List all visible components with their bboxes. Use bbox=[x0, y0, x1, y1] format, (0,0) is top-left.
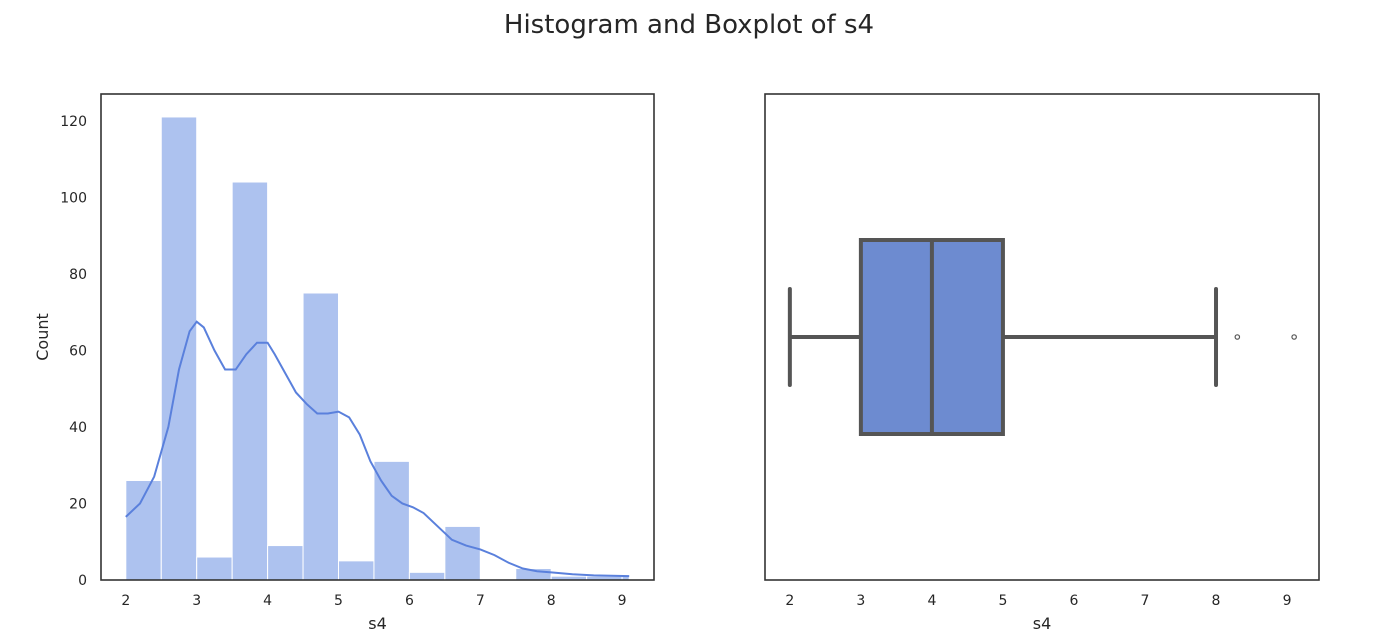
histogram-y-tick-label: 60 bbox=[69, 343, 87, 359]
histogram-bar bbox=[231, 181, 269, 581]
histogram-bar bbox=[196, 556, 233, 581]
boxplot-x-label: s4 bbox=[1033, 614, 1052, 633]
histogram-bar bbox=[444, 525, 481, 581]
histogram-y-label: Count bbox=[33, 313, 52, 361]
boxplot-panel: 2 3 4 5 6 7 8 9 s4 bbox=[764, 93, 1320, 633]
histogram-x-tick-label: 2 bbox=[121, 593, 130, 609]
histogram-frame bbox=[100, 93, 655, 581]
figure-title: Histogram and Boxplot of s4 bbox=[504, 10, 874, 40]
histogram-x-tick-label: 4 bbox=[263, 593, 272, 609]
histogram-x-tick-label: 8 bbox=[547, 593, 556, 609]
histogram-y-tick-label: 40 bbox=[69, 420, 87, 436]
histogram-x-ticks: 2 3 4 5 6 7 8 9 bbox=[121, 593, 626, 609]
histogram-y-tick-label: 80 bbox=[69, 267, 87, 283]
histogram-y-tick-label: 100 bbox=[60, 190, 87, 206]
boxplot-x-tick-label: 4 bbox=[927, 593, 936, 609]
histogram-y-tick-label: 0 bbox=[78, 573, 87, 589]
boxplot-x-tick-label: 3 bbox=[856, 593, 865, 609]
boxplot-outlier bbox=[1291, 334, 1297, 340]
boxplot-x-tick-label: 8 bbox=[1212, 593, 1221, 609]
boxplot-x-tick-label: 2 bbox=[785, 593, 794, 609]
histogram-y-tick-label: 120 bbox=[60, 114, 87, 130]
histogram-x-tick-label: 7 bbox=[476, 593, 485, 609]
boxplot-x-ticks: 2 3 4 5 6 7 8 9 bbox=[785, 593, 1291, 609]
histogram-bars bbox=[125, 116, 630, 581]
histogram-x-tick-label: 3 bbox=[192, 593, 201, 609]
histogram-bar bbox=[408, 571, 446, 581]
histogram-bar bbox=[373, 460, 410, 581]
boxplot-outlier bbox=[1234, 334, 1241, 340]
histogram-x-tick-label: 6 bbox=[405, 593, 414, 609]
boxplot-x-tick-label: 6 bbox=[1070, 593, 1079, 609]
histogram-bar bbox=[302, 292, 340, 581]
histogram-bar bbox=[160, 116, 198, 581]
boxplot-outliers bbox=[1234, 334, 1297, 340]
boxplot-x-tick-label: 5 bbox=[998, 593, 1007, 609]
boxplot-frame bbox=[764, 93, 1320, 581]
boxplot-x-tick-label: 7 bbox=[1141, 593, 1150, 609]
boxplot-x-tick-label: 9 bbox=[1283, 593, 1292, 609]
histogram-y-ticks: 0 20 40 60 80 100 120 bbox=[60, 114, 87, 589]
histogram-bar bbox=[267, 545, 304, 581]
histogram-y-tick-label: 20 bbox=[69, 496, 87, 512]
histogram-x-tick-label: 9 bbox=[618, 593, 627, 609]
histogram-x-tick-label: 5 bbox=[334, 593, 343, 609]
histogram-x-label: s4 bbox=[368, 614, 387, 633]
kde-curve bbox=[125, 320, 630, 578]
histogram-panel: 2 3 4 5 6 7 8 9 0 20 40 60 80 100 120 s4 Count bbox=[33, 93, 655, 633]
histogram-bar bbox=[338, 560, 375, 581]
